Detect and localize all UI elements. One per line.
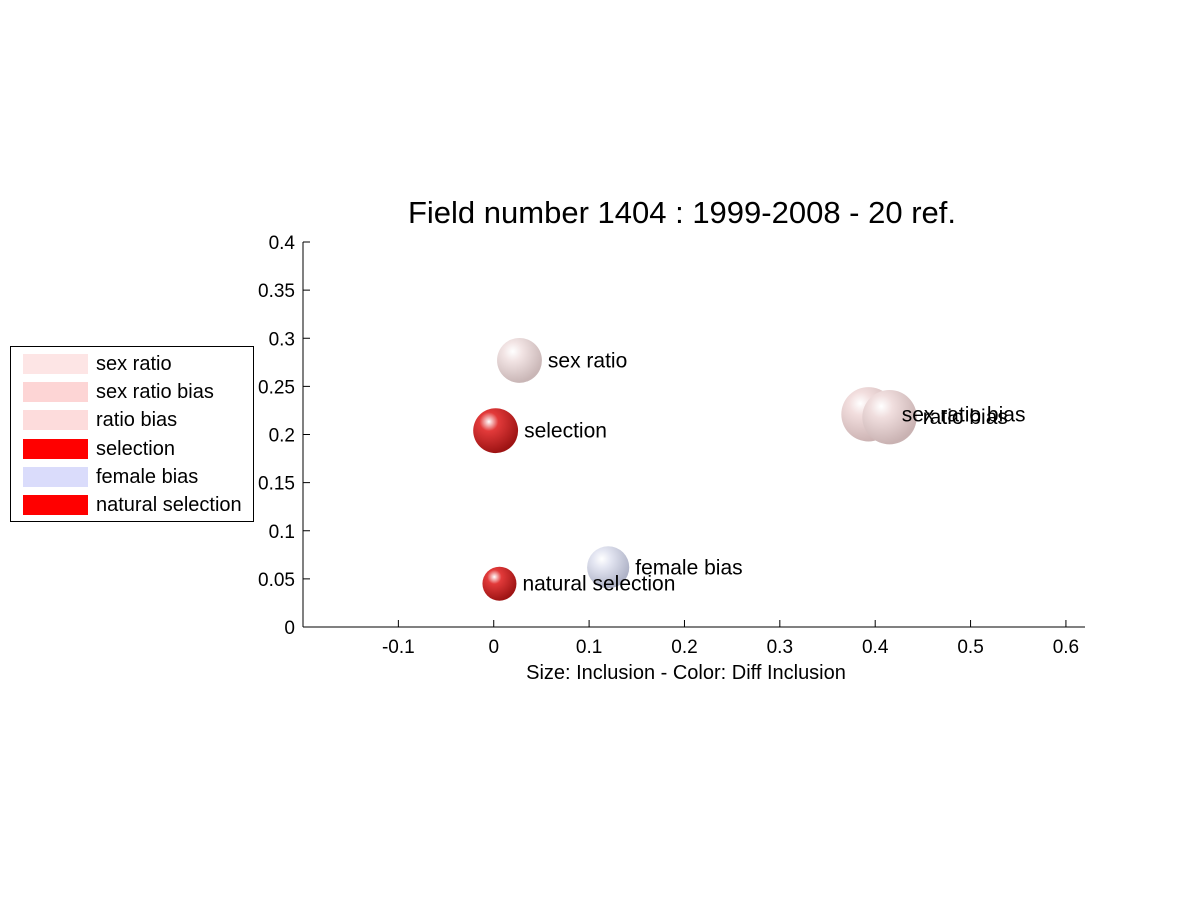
x-tick-label: 0.3 xyxy=(767,637,793,658)
legend: sex ratio sex ratio bias ratio bias sele… xyxy=(10,346,254,522)
y-tick-label: 0.25 xyxy=(258,377,295,398)
point-label: sex ratio bias xyxy=(902,403,1026,426)
x-tick-label: 0.6 xyxy=(1053,637,1079,658)
bubble xyxy=(473,408,519,454)
x-tick-label: -0.1 xyxy=(382,637,415,658)
y-tick-label: 0.05 xyxy=(258,570,295,591)
legend-item: sex ratio xyxy=(23,354,172,374)
legend-label: ratio bias xyxy=(96,409,178,431)
legend-label: sex ratio xyxy=(96,353,172,375)
chart-title: Field number 1404 : 1999-2008 - 20 ref. xyxy=(408,195,956,230)
point-label: female bias xyxy=(635,556,742,579)
x-tick-label: 0 xyxy=(488,637,499,658)
legend-swatch xyxy=(23,467,88,487)
legend-swatch xyxy=(23,354,88,374)
x-tick-label: 0.1 xyxy=(576,637,602,658)
legend-item: ratio bias xyxy=(23,410,177,430)
y-tick-label: 0.2 xyxy=(269,426,295,447)
legend-item: female bias xyxy=(23,467,198,487)
bubble xyxy=(587,546,630,589)
point-label: natural selection xyxy=(522,573,675,596)
bubble xyxy=(497,337,542,383)
legend-swatch xyxy=(23,495,88,515)
legend-item: sex ratio bias xyxy=(23,382,214,402)
bubble xyxy=(862,389,917,445)
y-tick-label: 0.3 xyxy=(269,329,295,350)
y-tick-label: 0.4 xyxy=(269,233,296,254)
legend-swatch xyxy=(23,410,88,430)
x-axis-label: Size: Inclusion - Color: Diff Inclusion xyxy=(526,662,846,684)
legend-label: selection xyxy=(96,438,175,460)
y-tick-label: 0.15 xyxy=(258,474,295,495)
bubbles xyxy=(473,337,917,601)
legend-label: female bias xyxy=(96,466,199,488)
point-label: sex ratio xyxy=(548,349,627,372)
legend-label: sex ratio bias xyxy=(96,381,214,403)
x-tick-label: 0.4 xyxy=(862,637,889,658)
legend-item: natural selection xyxy=(23,495,242,515)
bubble xyxy=(482,566,517,601)
y-tick-label: 0.1 xyxy=(269,522,295,543)
axes: -0.1 0 0.1 0.2 0.3 0.4 0.5 0.6 0 0.05 0.1 0.15 0.2 0.… xyxy=(258,233,1085,658)
point-label: selection xyxy=(524,420,607,443)
x-tick-label: 0.5 xyxy=(957,637,983,658)
legend-swatch xyxy=(23,439,88,459)
legend-item: selection xyxy=(23,439,175,459)
legend-label: natural selection xyxy=(96,494,242,516)
x-tick-label: 0.2 xyxy=(671,637,697,658)
y-tick-label: 0.35 xyxy=(258,281,295,302)
point-label: ratio bias xyxy=(923,406,1008,429)
legend-swatch xyxy=(23,382,88,402)
y-tick-label: 0 xyxy=(284,618,295,639)
